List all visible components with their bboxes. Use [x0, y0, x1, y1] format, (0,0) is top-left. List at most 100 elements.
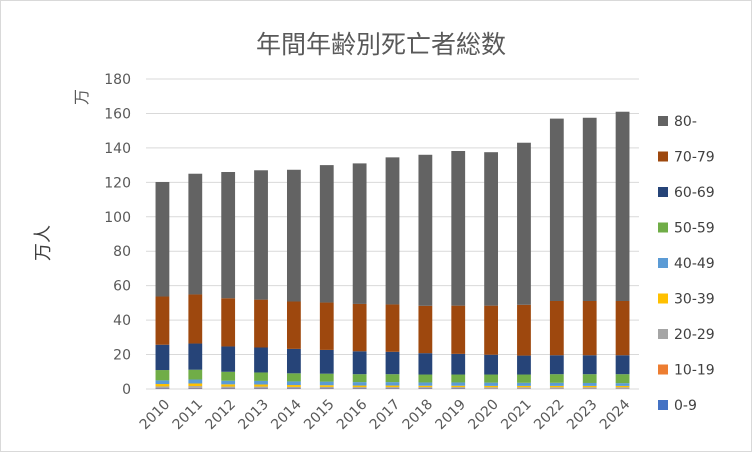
x-tick-label: 2014	[268, 396, 305, 433]
x-tick-label: 2019	[433, 397, 470, 434]
x-tick-label: 2024	[597, 396, 634, 433]
bar-2011-30-39	[188, 383, 202, 386]
y-tick-label: 0	[122, 382, 131, 398]
legend-label-0-9: 0-9	[674, 398, 697, 414]
bar-2012-20-29	[221, 387, 235, 388]
bar-2024-40-49	[616, 383, 630, 386]
bar-2018-70-79	[418, 306, 432, 353]
x-tick-label: 2018	[400, 397, 437, 434]
x-tick-label: 2022	[531, 397, 568, 434]
bar-2011-20-29	[188, 386, 202, 388]
bar-2014-30-39	[287, 385, 301, 387]
bar-2018-50-59	[418, 375, 432, 383]
x-tick-label: 2023	[564, 397, 601, 434]
bar-2019-60-69	[451, 354, 465, 375]
bar-2022-80-	[550, 119, 564, 301]
bar-2012-40-49	[221, 381, 235, 385]
bar-2021-60-69	[517, 356, 531, 375]
bar-2011-0-9	[188, 388, 202, 389]
legend-label-10-19: 10-19	[674, 363, 715, 379]
bar-2023-50-59	[583, 374, 597, 383]
legend-label-30-39: 30-39	[674, 292, 715, 308]
bar-2013-50-59	[254, 372, 268, 380]
x-tick-labels: 2010201120122013201420152016201720182019…	[137, 396, 634, 433]
bar-2021-30-39	[517, 386, 531, 387]
bar-2010-0-9	[156, 388, 170, 389]
bar-2010-60-69	[156, 345, 170, 370]
y-tick-label: 20	[113, 348, 131, 364]
bar-2018-40-49	[418, 382, 432, 385]
bar-2016-20-29	[353, 387, 367, 388]
x-tick-label: 2021	[498, 397, 535, 434]
legend-label-50-59: 50-59	[674, 221, 715, 237]
bar-2015-50-59	[320, 374, 334, 382]
bar-2023-20-29	[583, 387, 597, 388]
bar-2014-60-69	[287, 349, 301, 373]
legend-label-80-: 80-	[674, 114, 697, 130]
bar-2016-80-	[353, 163, 367, 304]
bar-2014-20-29	[287, 387, 301, 388]
bar-2021-20-29	[517, 387, 531, 388]
bar-2020-20-29	[484, 387, 498, 388]
chart-title: 年間年齢別死亡者総数	[256, 30, 506, 59]
bar-2010-70-79	[156, 297, 170, 345]
y-tick-label: 120	[104, 175, 131, 191]
bar-2015-70-79	[320, 303, 334, 350]
bar-2019-20-29	[451, 387, 465, 388]
bar-2018-20-29	[418, 387, 432, 388]
bar-2020-60-69	[484, 355, 498, 375]
bar-2017-0-9	[386, 388, 400, 389]
bar-2014-50-59	[287, 373, 301, 381]
x-tick-label: 2017	[367, 397, 404, 434]
bar-2022-70-79	[550, 301, 564, 355]
bar-2024-70-79	[616, 301, 630, 355]
bar-2021-80-	[517, 143, 531, 305]
legend-swatch-0-9	[658, 400, 668, 410]
bar-2017-20-29	[386, 387, 400, 388]
bar-2017-60-69	[386, 352, 400, 374]
bar-2014-80-	[287, 170, 301, 302]
bar-2022-50-59	[550, 374, 564, 383]
bar-2020-50-59	[484, 375, 498, 383]
legend-label-70-79: 70-79	[674, 150, 715, 166]
y-axis-label: 万人	[33, 225, 54, 261]
bar-2011-40-49	[188, 380, 202, 384]
bar-2018-80-	[418, 155, 432, 306]
y-tick-label: 140	[104, 141, 131, 157]
bar-2016-30-39	[353, 386, 367, 388]
bar-2024-30-39	[616, 386, 630, 387]
bar-2017-50-59	[386, 374, 400, 382]
x-tick-label: 2013	[235, 397, 272, 434]
bar-2021-50-59	[517, 375, 531, 383]
bar-2013-40-49	[254, 381, 268, 385]
bar-2011-80-	[188, 174, 202, 295]
bar-2016-70-79	[353, 304, 367, 351]
bar-2013-0-9	[254, 388, 268, 389]
bar-2013-30-39	[254, 385, 268, 387]
y-tick-label: 60	[113, 279, 131, 295]
x-tick-label: 2012	[202, 397, 239, 434]
bar-2019-30-39	[451, 386, 465, 387]
legend-swatch-80-	[658, 116, 668, 126]
bar-2010-20-29	[156, 386, 170, 388]
bar-2020-40-49	[484, 383, 498, 386]
bar-2010-50-59	[156, 370, 170, 380]
y-tick-label: 80	[113, 244, 131, 260]
bar-2016-40-49	[353, 382, 367, 385]
legend-label-40-49: 40-49	[674, 256, 715, 272]
legend-swatch-40-49	[658, 258, 668, 268]
legend-swatch-10-19	[658, 365, 668, 375]
bar-2020-70-79	[484, 306, 498, 355]
bar-2022-40-49	[550, 383, 564, 386]
bar-2014-40-49	[287, 381, 301, 385]
bar-2016-60-69	[353, 351, 367, 374]
bar-2016-0-9	[353, 388, 367, 389]
bar-2023-60-69	[583, 355, 597, 374]
bar-2017-30-39	[386, 386, 400, 388]
legend-swatch-20-29	[658, 329, 668, 339]
bar-2011-10-19	[188, 388, 202, 389]
bar-2024-20-29	[616, 387, 630, 388]
bar-2014-70-79	[287, 302, 301, 349]
bar-2011-60-69	[188, 344, 202, 370]
